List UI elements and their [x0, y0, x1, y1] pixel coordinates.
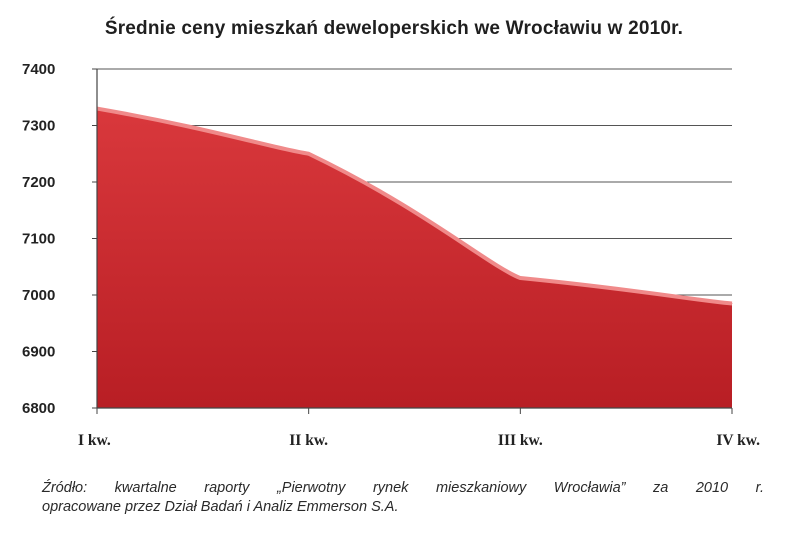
data-point	[519, 277, 521, 279]
x-tick-label: III kw.	[498, 432, 543, 449]
x-tick-label: II kw.	[289, 432, 328, 449]
y-tick-label: 7000	[22, 287, 55, 304]
source-line-1: Źródło: kwartalne raporty „Pierwotny ryn…	[42, 480, 764, 496]
data-point	[308, 153, 310, 155]
y-tick-label: 6800	[22, 400, 55, 417]
area-chart: 6800 6900 7000 7100 7200 7300 7400 I kw. II kw.…	[22, 61, 760, 449]
y-tick-label: 7400	[22, 61, 55, 78]
x-tick-label: IV kw.	[716, 432, 760, 449]
source-line-2: opracowane przez Dział Badań i Analiz Em…	[42, 499, 399, 515]
x-tick-label: I kw.	[78, 432, 111, 449]
chart-title: Średnie ceny mieszkań deweloperskich we …	[104, 18, 684, 39]
x-axis-ticks: I kw. II kw. III kw. IV kw.	[78, 432, 760, 449]
axes	[92, 68, 733, 414]
y-axis-ticks: 6800 6900 7000 7100 7200 7300 7400	[22, 61, 55, 417]
data-point	[731, 302, 733, 304]
y-tick-label: 7200	[22, 174, 55, 191]
area-fill	[97, 108, 732, 409]
y-tick-label: 7300	[22, 118, 55, 135]
source-note: Źródło: kwartalne raporty „Pierwotny ryn…	[42, 479, 764, 517]
y-tick-label: 7100	[22, 231, 55, 248]
area-series	[96, 106, 733, 409]
area-top-edge	[96, 106, 733, 306]
y-tick-label: 6900	[22, 344, 55, 361]
